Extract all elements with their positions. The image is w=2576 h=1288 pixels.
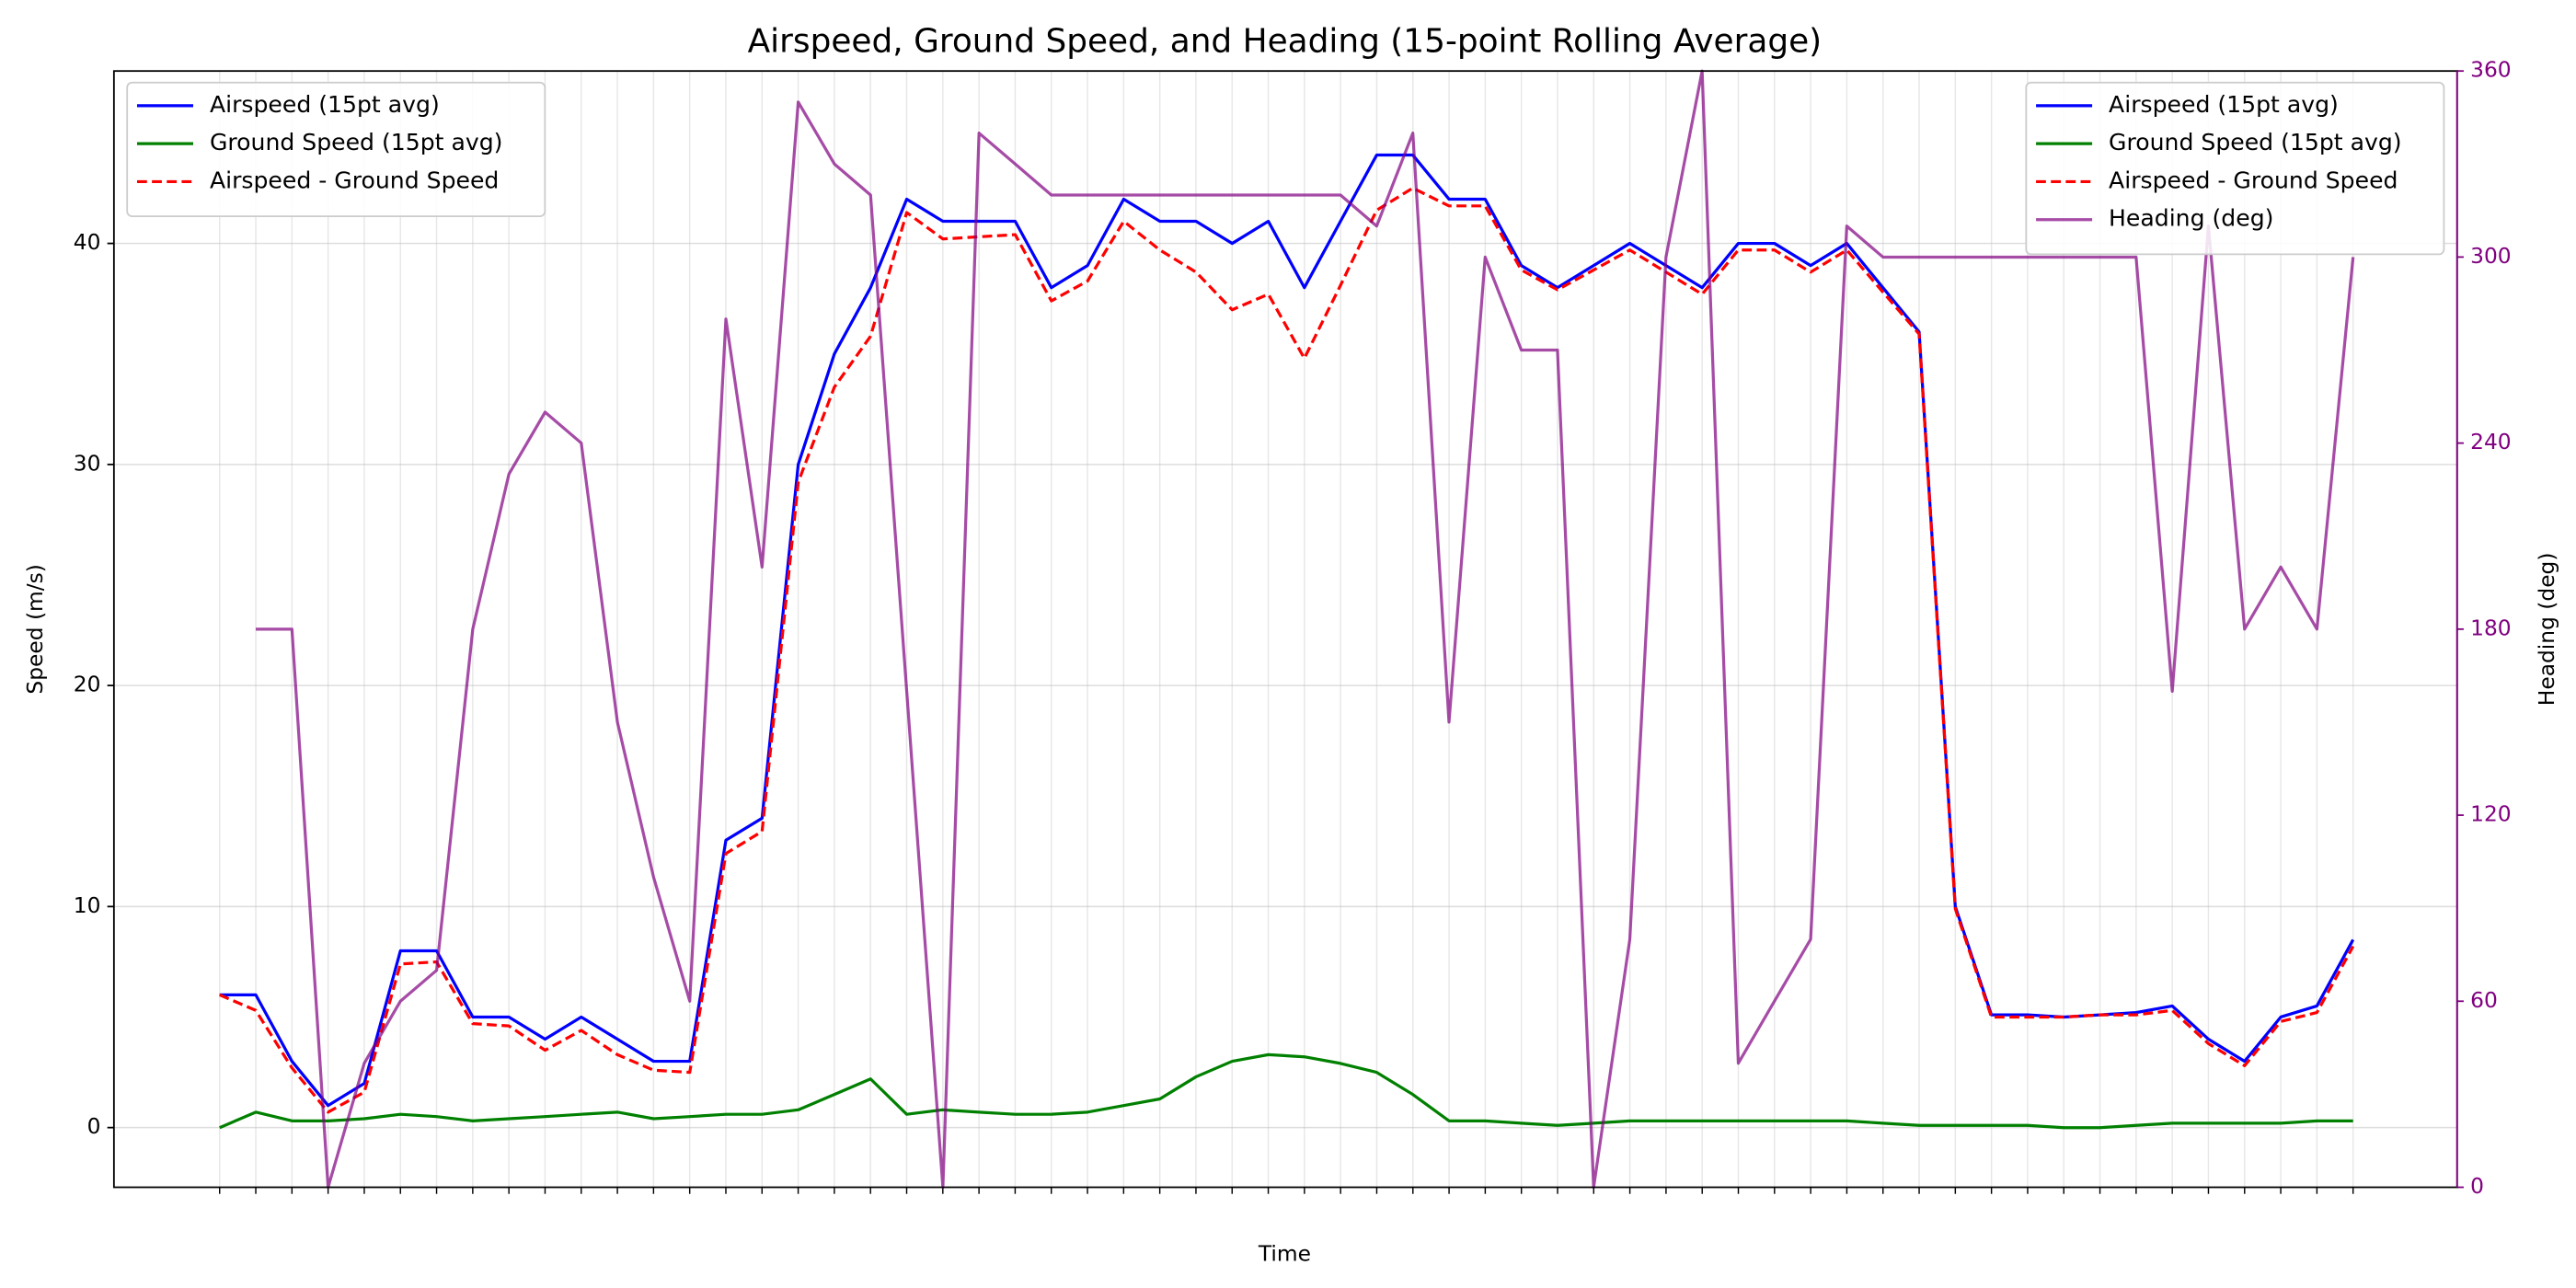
legend-box bbox=[126, 81, 546, 218]
y2-tick-label: 300 bbox=[2470, 243, 2512, 269]
y2-tick-label: 360 bbox=[2470, 57, 2512, 83]
legend-label: Airspeed - Ground Speed bbox=[2109, 167, 2398, 193]
legend-label: Ground Speed (15pt avg) bbox=[2109, 129, 2402, 155]
y-tick-label: 30 bbox=[74, 450, 101, 476]
series-line bbox=[219, 186, 2355, 1114]
y2-tick-label: 0 bbox=[2470, 1173, 2484, 1199]
legend-label: Airspeed (15pt avg) bbox=[210, 91, 440, 118]
series-line bbox=[256, 69, 2355, 1190]
legend-box bbox=[2025, 81, 2445, 256]
y-tick-label: 40 bbox=[74, 229, 101, 255]
legend-label: Airspeed (15pt avg) bbox=[2109, 91, 2339, 118]
y2-axis-label: Heading (deg) bbox=[2534, 553, 2559, 707]
y-tick-label: 0 bbox=[87, 1113, 101, 1139]
y2-tick-label: 60 bbox=[2470, 987, 2498, 1013]
y-tick-label: 10 bbox=[74, 892, 101, 918]
series-line bbox=[219, 1052, 2353, 1130]
y-axis-label: Speed (m/s) bbox=[22, 564, 48, 694]
y2-tick-label: 240 bbox=[2470, 429, 2512, 454]
legend-label: Ground Speed (15pt avg) bbox=[210, 129, 503, 155]
series-line bbox=[219, 153, 2355, 1108]
y2-tick-label: 120 bbox=[2470, 801, 2512, 827]
y-tick-label: 20 bbox=[74, 672, 101, 697]
x-axis-label: Time bbox=[1258, 1241, 1311, 1267]
y2-tick-label: 180 bbox=[2470, 615, 2512, 640]
legend-label: Airspeed - Ground Speed bbox=[210, 167, 499, 193]
chart-title: Airspeed, Ground Speed, and Heading (15-… bbox=[748, 23, 1823, 61]
legend-label: Heading (deg) bbox=[2109, 205, 2273, 232]
